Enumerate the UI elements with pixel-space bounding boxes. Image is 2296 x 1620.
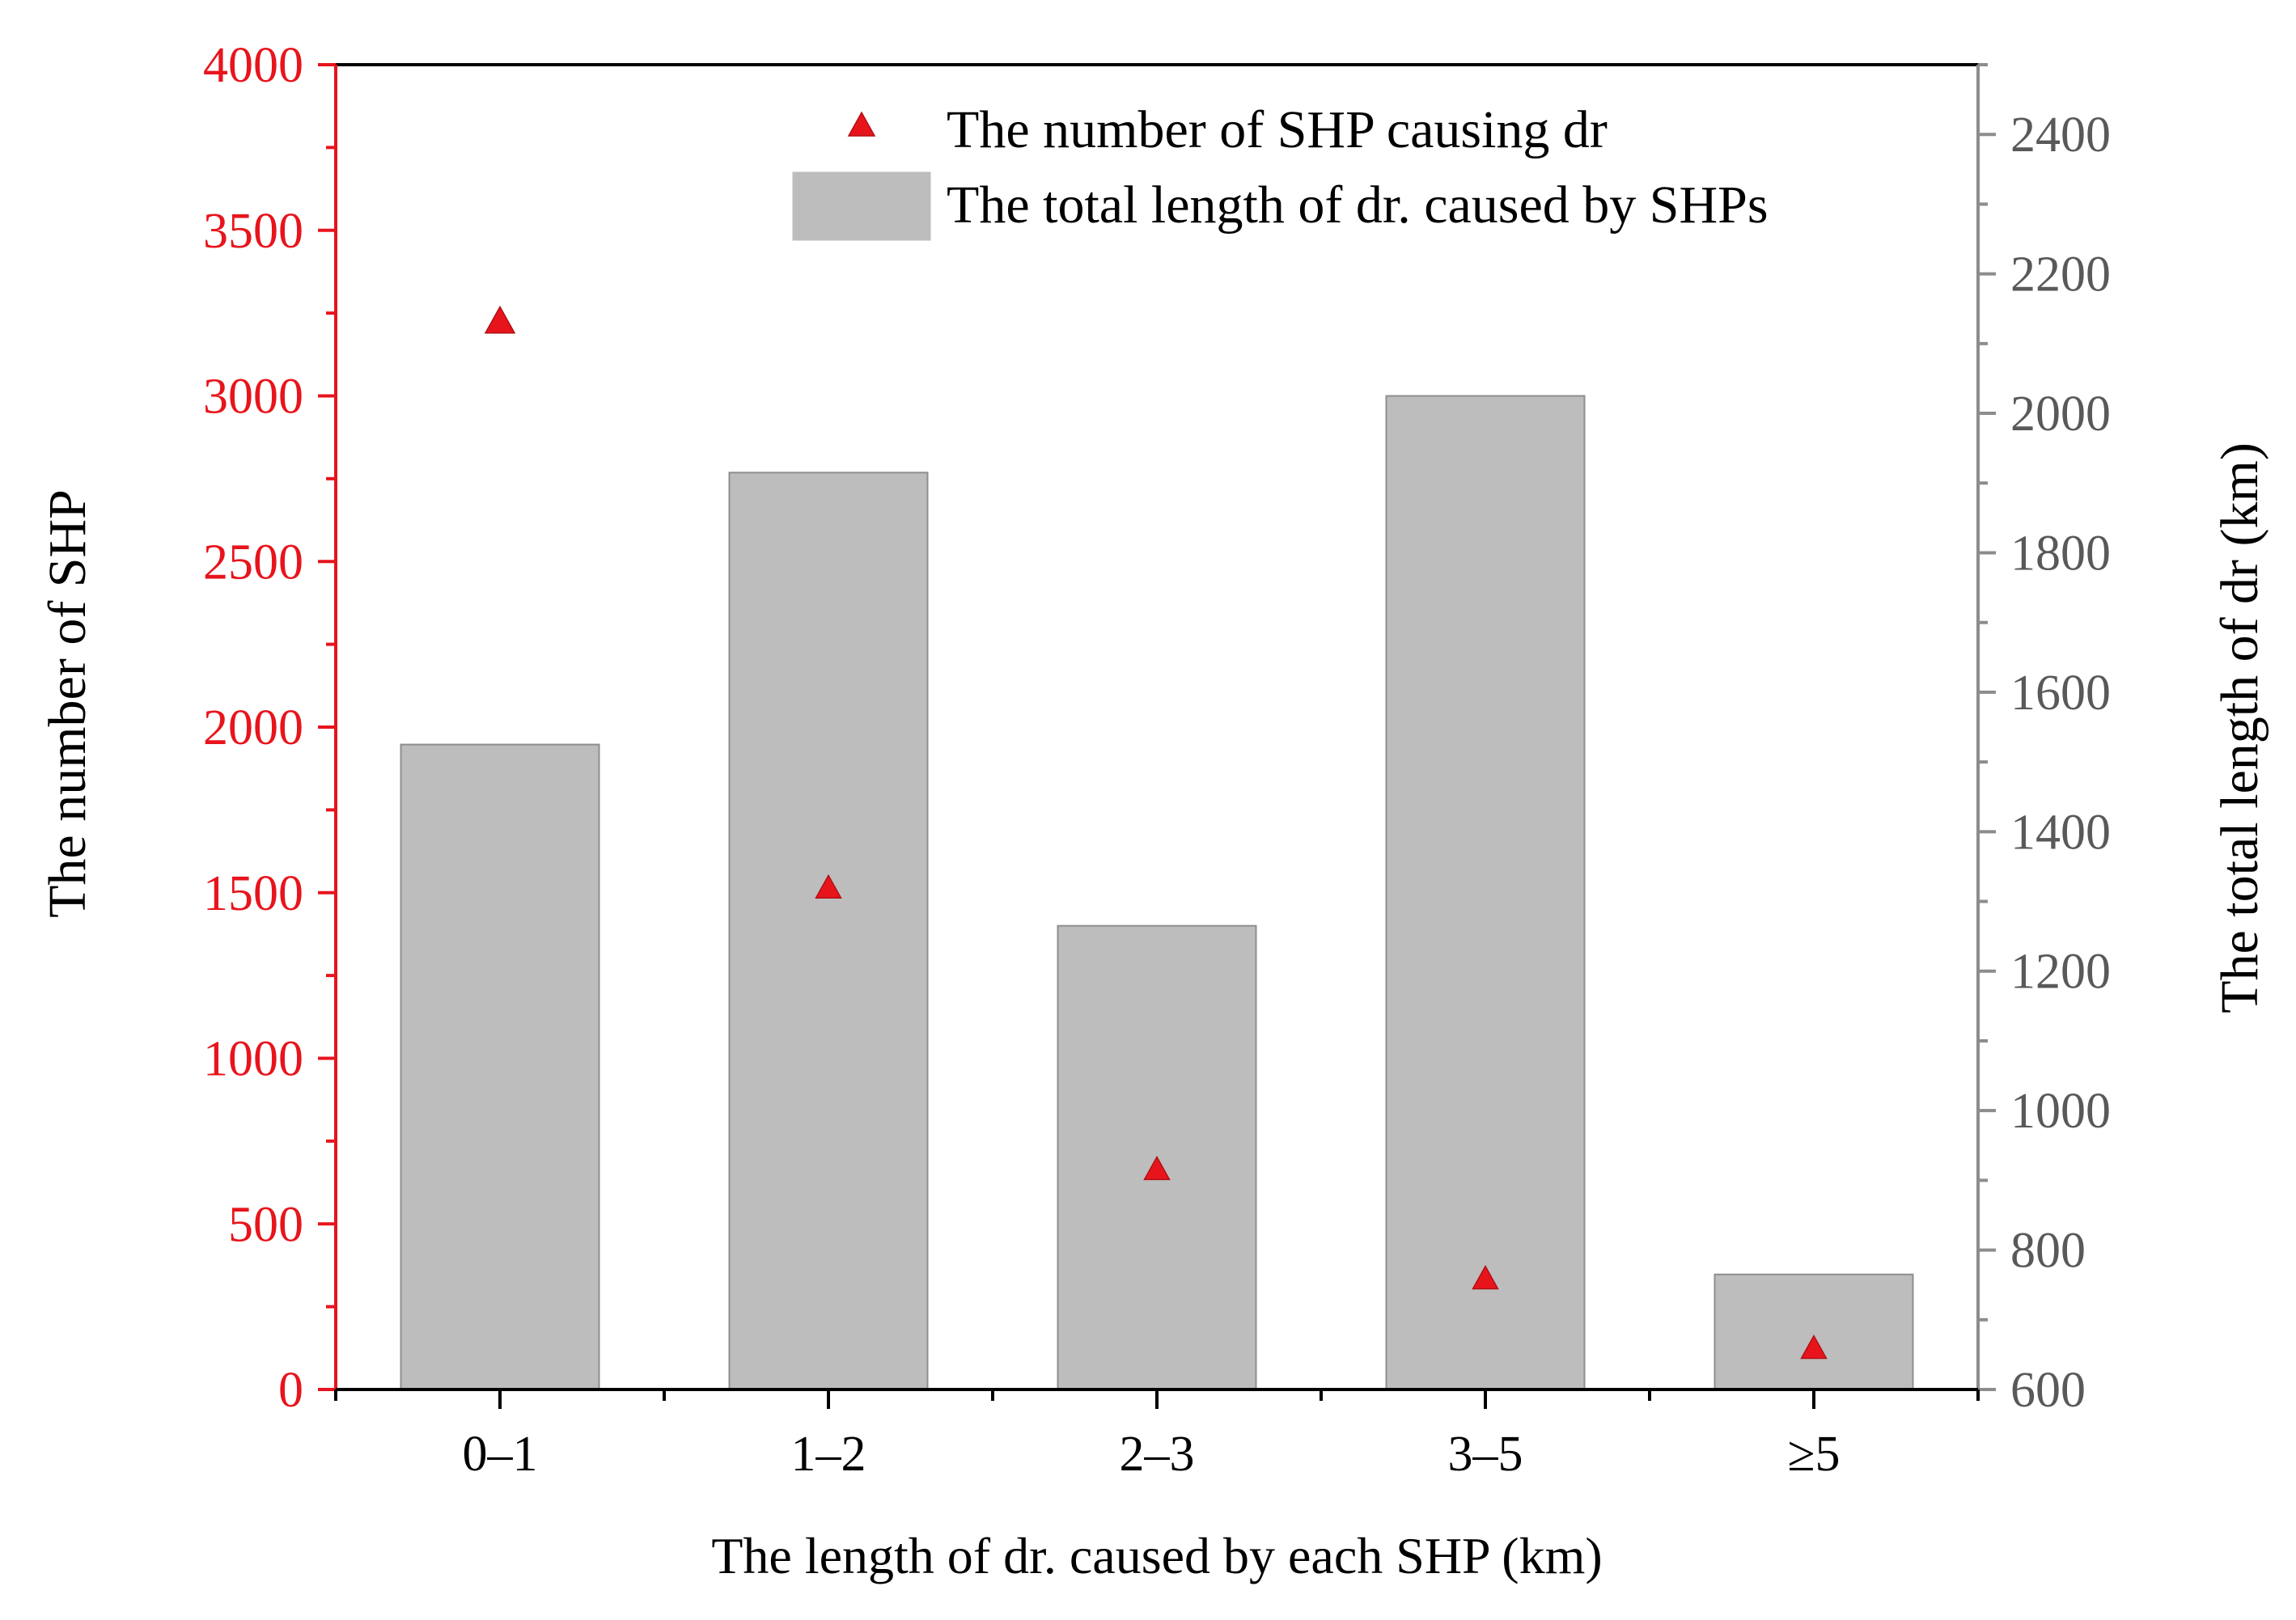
legend-label-number: The number of SHP causing dr (947, 100, 1608, 159)
left-tick-label: 2500 (203, 535, 303, 590)
x-tick-label: 2–3 (1120, 1427, 1195, 1482)
right-tick-label: 1000 (2010, 1084, 2111, 1139)
marker-5 (1800, 1334, 1828, 1360)
right-tick-label: 800 (2010, 1224, 2086, 1279)
legend-label-length: The total length of dr. caused by SHPs (947, 176, 1769, 235)
right-tick-label: 2000 (2010, 387, 2111, 442)
left-tick-label: 3500 (203, 204, 303, 259)
marker-2 (815, 873, 842, 899)
marker-1 (484, 305, 516, 334)
left-tick-label: 1000 (203, 1032, 303, 1087)
markers-layer (484, 305, 1828, 1360)
right-tick-label: 1400 (2010, 805, 2111, 860)
left-tick-label: 4000 (203, 38, 303, 93)
marker-3 (1143, 1155, 1171, 1181)
legend: The number of SHP causing dr The total le… (792, 100, 1769, 241)
left-tick-label: 0 (278, 1363, 303, 1418)
legend-marker-triangle (847, 111, 876, 137)
right-y-axis: 600 800 1000 1200 1400 1600 1800 2000 2200 2400 (1976, 63, 2111, 1418)
right-tick-label: 2200 (2010, 247, 2111, 302)
bar-4 (1385, 395, 1586, 1390)
bar-2 (728, 472, 929, 1391)
x-tick-label: 1–2 (791, 1427, 866, 1482)
right-tick-label: 1600 (2010, 666, 2111, 721)
x-tick-label: 3–5 (1448, 1427, 1523, 1482)
left-tick-label: 1500 (203, 866, 303, 921)
right-tick-label: 2400 (2010, 108, 2111, 163)
legend-swatch-bar (792, 171, 931, 241)
bar-5 (1714, 1273, 1914, 1391)
left-tick-label: 2000 (203, 700, 303, 755)
bars-layer (400, 395, 1914, 1391)
x-axis: 0–1 1–2 2–3 3–5 ≥5 (334, 1388, 1980, 1482)
bar-1 (400, 743, 600, 1390)
marker-4 (1472, 1265, 1499, 1290)
x-tick-label: ≥5 (1787, 1427, 1840, 1482)
right-tick-label: 600 (2010, 1363, 2086, 1418)
right-y-axis-title: The total length of dr (km) (2210, 442, 2269, 1013)
left-y-axis-title: The number of SHP (38, 489, 97, 918)
right-tick-label: 1200 (2010, 945, 2111, 1000)
left-tick-label: 500 (228, 1197, 303, 1252)
x-axis-title: The length of dr. caused by each SHP (km… (711, 1527, 1602, 1584)
right-tick-label: 1800 (2010, 526, 2111, 581)
left-tick-label: 3000 (203, 370, 303, 425)
x-tick-label: 0–1 (463, 1427, 538, 1482)
left-y-axis: 0 500 1000 1500 2000 2500 3000 3500 4000 (203, 38, 337, 1418)
